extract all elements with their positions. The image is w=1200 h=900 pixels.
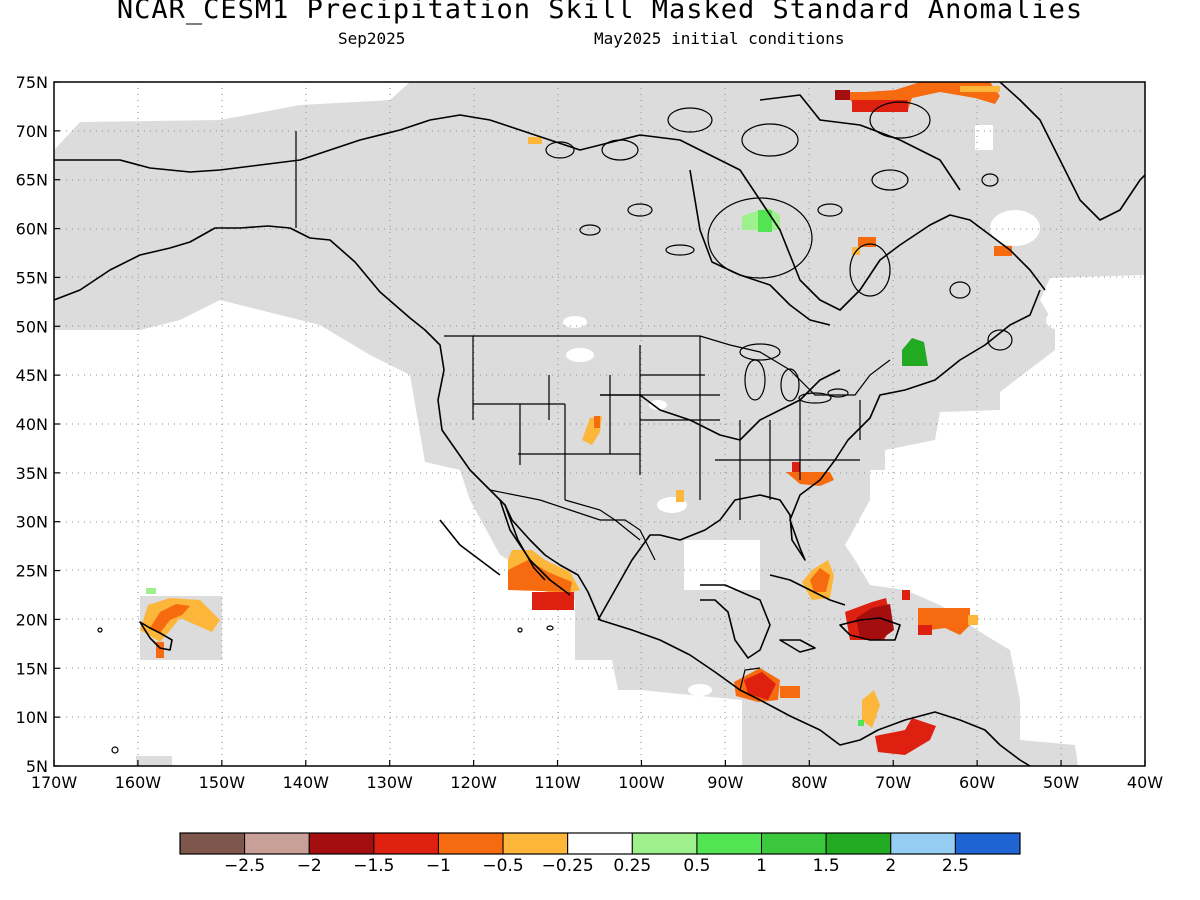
colorbar-cell <box>244 832 310 855</box>
colorbar <box>179 832 1021 855</box>
colorbar-cell <box>308 832 375 855</box>
colorbar-cell <box>179 832 246 855</box>
lat-tick-label: 10N <box>16 708 48 727</box>
colorbar-label: −0.5 <box>482 856 524 876</box>
colorbar-frame <box>179 832 1021 855</box>
chart-title: NCAR_CESM1 Precipitation Skill Masked St… <box>116 0 1084 25</box>
colorbar-cell <box>373 832 439 855</box>
colorbar-label: −2.5 <box>223 856 266 876</box>
colorbar-cell <box>761 832 827 855</box>
lat-tick-label: 40N <box>16 415 48 434</box>
lat-tick-label: 60N <box>16 220 48 239</box>
colorbar-cell <box>696 832 763 855</box>
colorbar-label: 2 <box>885 856 897 876</box>
lon-tick-label: 130W <box>367 773 414 792</box>
colorbar-cell <box>502 832 569 855</box>
lat-tick-label: 30N <box>16 513 48 532</box>
lat-tick-label: 65N <box>16 171 48 190</box>
lat-tick-label: 55N <box>16 268 48 287</box>
lon-tick-label: 70W <box>875 773 911 792</box>
unmasked-holes <box>563 125 1074 696</box>
lon-tick-label: 150W <box>199 773 246 792</box>
lakes-islands <box>97 101 1013 754</box>
colorbar-cell <box>890 832 956 855</box>
anomaly-shading <box>140 82 1012 755</box>
lat-tick-label: 70N <box>16 122 48 141</box>
lat-tick-label: 5N <box>26 757 48 776</box>
graticule <box>54 82 1145 766</box>
colorbar-cell <box>631 832 698 855</box>
colorbar-cell <box>567 832 633 855</box>
lon-tick-label: 50W <box>1043 773 1079 792</box>
lon-tick-label: 60W <box>959 773 995 792</box>
lon-tick-label: 160W <box>115 773 162 792</box>
anomaly-west-mexico <box>532 592 574 610</box>
lat-tick-label: 75N <box>16 73 48 92</box>
lon-tick-label: 90W <box>707 773 743 792</box>
colorbar-label: −2 <box>296 856 322 876</box>
colorbar-label: −1 <box>425 856 451 876</box>
anomaly-carolinas <box>786 472 834 486</box>
colorbar-label: −1.5 <box>353 856 395 876</box>
anomaly-new-brunswick <box>902 338 928 366</box>
colorbar-cell <box>825 832 892 855</box>
lat-tick-label: 20N <box>16 610 48 629</box>
political-borders <box>295 131 891 691</box>
colorbar-label: 1 <box>756 856 767 876</box>
anomaly-labrador-sea <box>994 246 1012 256</box>
colorbar-label: 0.25 <box>613 856 652 876</box>
lon-tick-label: 140W <box>283 773 330 792</box>
lon-tick-label: 170W <box>31 773 78 792</box>
colorbar-label: 2.5 <box>941 856 969 876</box>
anomaly-texas <box>676 490 684 502</box>
lat-tick-label: 45N <box>16 366 48 385</box>
colorbar-label: 0.5 <box>683 856 711 876</box>
colorbar-label: 1.5 <box>812 856 840 876</box>
latitude-axis: 5N 10N 15N 20N 25N 30N 35N 40N 45N 50N 55N 60N 65N 70… <box>16 73 60 776</box>
lon-tick-label: 80W <box>791 773 827 792</box>
target-month-label: Sep2025 <box>338 29 406 48</box>
lat-tick-label: 15N <box>16 659 48 678</box>
anomaly-alaska-coast <box>528 137 542 144</box>
lon-tick-label: 100W <box>618 773 665 792</box>
anomaly-south-america <box>862 690 880 728</box>
colorbar-label: −0.25 <box>541 856 594 876</box>
initial-conditions-label: May2025 initial conditions <box>594 29 845 48</box>
lat-tick-label: 50N <box>16 317 48 336</box>
anomaly-quebec <box>858 237 876 247</box>
lon-tick-label: 120W <box>450 773 497 792</box>
colorbar-cell <box>437 832 504 855</box>
colorbar-cell <box>954 832 1021 855</box>
lon-tick-label: 40W <box>1127 773 1163 792</box>
longitude-axis: 170W 160W 150W 140W 130W 120W 110W 100W 90W 80W 70… <box>31 760 1163 792</box>
lon-tick-label: 110W <box>534 773 581 792</box>
lat-tick-label: 35N <box>16 464 48 483</box>
lat-tick-label: 25N <box>16 562 48 581</box>
